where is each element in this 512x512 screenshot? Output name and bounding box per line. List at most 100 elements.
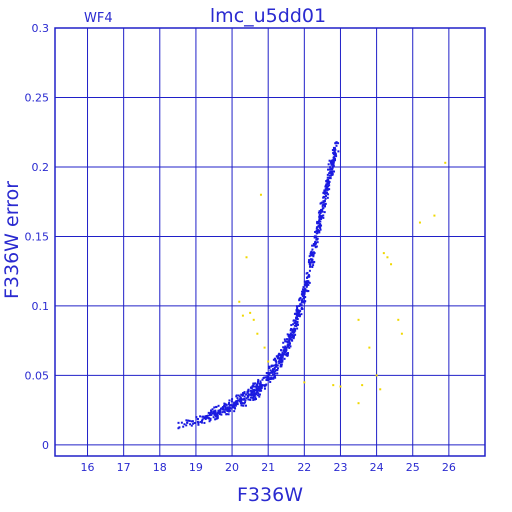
data-point-blue xyxy=(303,283,306,286)
data-point-blue xyxy=(214,418,217,421)
data-point-blue xyxy=(316,237,319,240)
data-point-blue xyxy=(225,413,228,416)
data-point-blue xyxy=(284,347,287,350)
data-point-blue xyxy=(298,304,301,307)
data-point-blue xyxy=(247,389,250,392)
data-point-blue xyxy=(275,363,278,366)
data-point-blue xyxy=(294,333,297,336)
y-tick-label: 0.25 xyxy=(25,91,50,104)
data-point-blue xyxy=(300,306,303,309)
data-point-blue xyxy=(271,371,274,374)
data-point-blue xyxy=(195,416,198,419)
data-point-blue xyxy=(250,396,253,399)
data-point-blue xyxy=(295,322,298,325)
data-point-blue xyxy=(236,402,239,405)
data-point-blue xyxy=(328,184,331,187)
data-point-blue xyxy=(332,161,335,164)
data-point-blue xyxy=(268,372,271,375)
data-point-blue xyxy=(235,402,238,405)
data-point-blue xyxy=(224,408,227,411)
data-point-yellow xyxy=(245,256,248,259)
data-point-blue xyxy=(267,376,270,379)
data-point-blue xyxy=(228,404,231,407)
y-tick-label: 0.1 xyxy=(32,300,50,313)
data-point-blue xyxy=(309,265,312,268)
data-point-blue xyxy=(312,243,315,246)
data-point-blue xyxy=(329,174,332,177)
data-point-blue xyxy=(264,376,267,379)
data-point-blue xyxy=(231,398,234,401)
data-point-blue xyxy=(270,364,273,367)
data-point-blue xyxy=(317,222,320,225)
data-point-blue xyxy=(246,396,249,399)
data-point-blue xyxy=(321,204,324,207)
data-point-blue xyxy=(286,353,289,356)
data-point-blue xyxy=(315,245,318,248)
data-point-blue xyxy=(298,310,301,313)
data-point-blue xyxy=(327,168,330,171)
data-point-blue xyxy=(327,193,330,196)
data-point-blue xyxy=(242,404,245,407)
data-point-blue xyxy=(329,171,332,174)
data-point-blue xyxy=(329,166,332,169)
data-point-blue xyxy=(254,398,257,401)
data-point-blue xyxy=(318,218,321,221)
y-tick-label: 0.3 xyxy=(32,22,50,35)
data-point-blue xyxy=(325,183,328,186)
data-point-blue xyxy=(208,414,211,417)
data-point-blue xyxy=(292,329,295,332)
data-point-blue xyxy=(335,144,338,147)
data-point-blue xyxy=(291,335,294,338)
y-tick-label: 0.2 xyxy=(32,161,50,174)
data-point-blue xyxy=(328,159,331,162)
data-point-blue xyxy=(228,407,231,410)
data-point-blue xyxy=(214,409,217,412)
data-point-blue xyxy=(284,340,287,343)
data-point-blue xyxy=(189,423,192,426)
data-point-blue xyxy=(303,300,306,303)
data-point-blue xyxy=(267,379,270,382)
x-tick-label: 16 xyxy=(81,461,95,474)
data-point-blue xyxy=(316,231,319,234)
data-point-blue xyxy=(334,148,337,151)
data-point-blue xyxy=(185,419,188,422)
data-point-blue xyxy=(296,309,299,312)
data-point-blue xyxy=(218,412,221,415)
data-point-blue xyxy=(260,387,263,390)
data-point-blue xyxy=(227,410,230,413)
data-point-blue xyxy=(275,361,278,364)
data-point-blue xyxy=(309,258,312,261)
data-point-blue xyxy=(216,415,219,418)
data-point-blue xyxy=(304,296,307,299)
series-yellow xyxy=(238,161,447,405)
data-point-blue xyxy=(327,176,330,179)
data-point-blue xyxy=(326,173,329,176)
data-point-blue xyxy=(283,350,286,353)
data-point-blue xyxy=(310,260,313,263)
data-point-blue xyxy=(316,222,319,225)
data-point-blue xyxy=(301,298,304,301)
data-point-blue xyxy=(266,374,269,377)
data-point-blue xyxy=(310,258,313,261)
data-point-blue xyxy=(190,420,193,423)
data-point-blue xyxy=(278,362,281,365)
data-point-blue xyxy=(224,405,227,408)
data-point-blue xyxy=(314,242,317,245)
data-point-blue xyxy=(282,346,285,349)
data-point-blue xyxy=(187,419,190,422)
data-point-blue xyxy=(306,276,309,279)
data-point-blue xyxy=(329,177,332,180)
data-point-blue xyxy=(244,404,247,407)
data-point-blue xyxy=(293,321,296,324)
data-point-yellow xyxy=(357,402,360,405)
data-point-yellow xyxy=(256,332,259,335)
data-point-yellow xyxy=(418,221,421,224)
data-point-blue xyxy=(215,417,218,420)
data-point-blue xyxy=(280,365,283,368)
x-tick-label: 20 xyxy=(225,461,239,474)
data-point-blue xyxy=(206,414,209,417)
data-point-blue xyxy=(295,309,298,312)
data-point-blue xyxy=(285,353,288,356)
data-point-blue xyxy=(281,356,284,359)
data-point-blue xyxy=(182,425,185,428)
